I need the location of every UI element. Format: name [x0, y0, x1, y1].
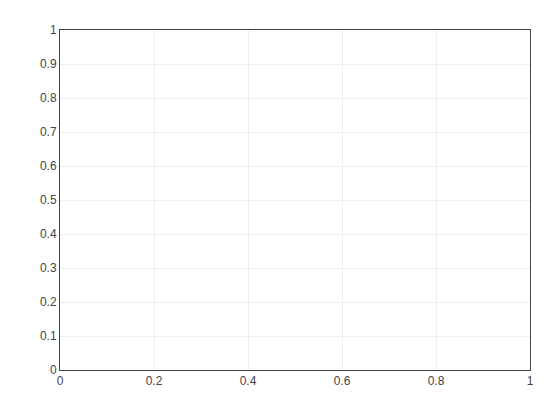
- svg-text:1: 1: [527, 374, 534, 388]
- svg-text:0.7: 0.7: [40, 125, 57, 139]
- svg-text:0.2: 0.2: [146, 374, 163, 388]
- svg-text:0.4: 0.4: [40, 227, 57, 241]
- svg-text:0.3: 0.3: [40, 261, 57, 275]
- svg-text:0: 0: [57, 374, 64, 388]
- svg-text:0.1: 0.1: [40, 329, 57, 343]
- svg-text:0: 0: [50, 363, 57, 377]
- svg-text:1: 1: [50, 23, 57, 37]
- svg-text:0.5: 0.5: [40, 193, 57, 207]
- svg-text:0.9: 0.9: [40, 57, 57, 71]
- svg-text:0.6: 0.6: [40, 159, 57, 173]
- svg-text:0.4: 0.4: [240, 374, 257, 388]
- svg-text:0.2: 0.2: [40, 295, 57, 309]
- svg-text:0.8: 0.8: [40, 91, 57, 105]
- svg-text:0.8: 0.8: [428, 374, 445, 388]
- svg-text:0.6: 0.6: [334, 374, 351, 388]
